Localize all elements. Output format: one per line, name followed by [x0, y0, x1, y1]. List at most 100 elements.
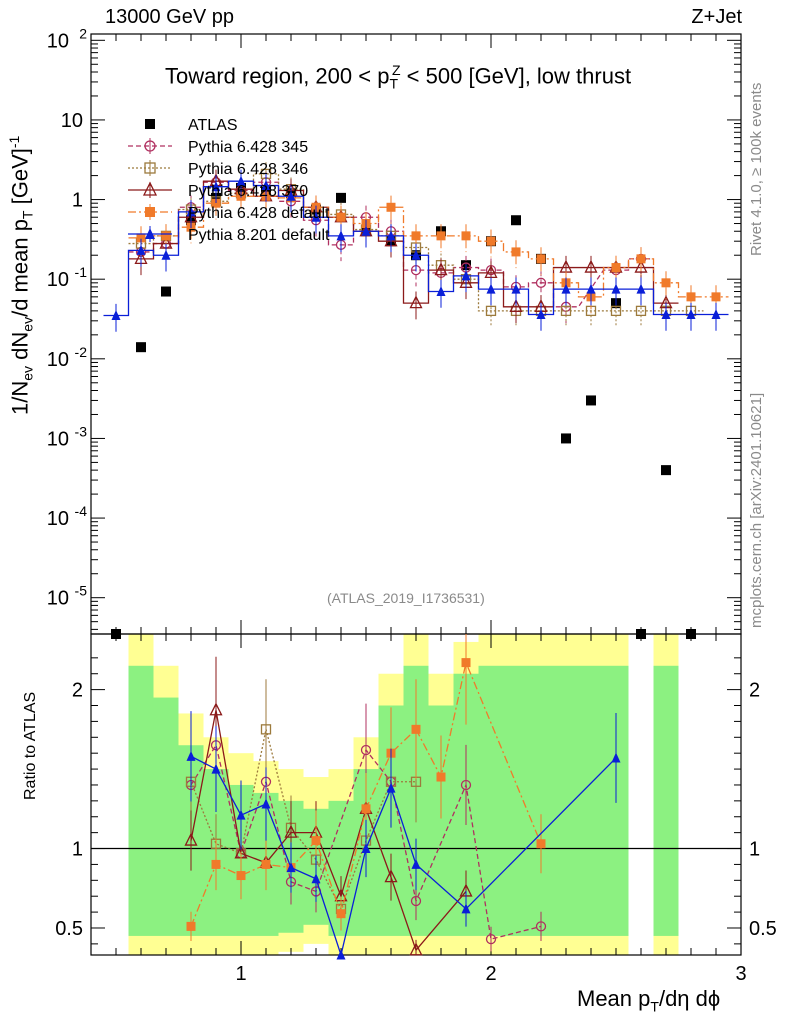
ratio-y-tick-label-right: 2 — [749, 680, 760, 702]
data-point-pythia-6-428-370 — [434, 262, 448, 276]
energy-label: 13000 GeV pp — [105, 6, 234, 28]
data-point-pythia-8-201-default — [411, 249, 421, 260]
ratio-point-pythia-8-201-default — [411, 858, 421, 869]
ratio-y-tick-label: 0.5 — [55, 918, 83, 940]
ratio-band-green — [653, 665, 679, 936]
data-point-pythia-8-201-default — [511, 283, 521, 294]
data-point-pythia-8-201-default — [461, 270, 471, 281]
data-point-pythia-8-201-default — [311, 211, 321, 222]
ratio-line-pythia-6-428-345 — [190, 743, 542, 940]
ratio-point-pythia-6-428-default — [536, 839, 546, 849]
data-point-atlas — [336, 192, 346, 203]
ratio-point-pythia-6-428-default — [236, 871, 246, 881]
ratio-band-green — [578, 665, 604, 936]
data-point-pythia-8-201-default — [686, 309, 696, 320]
data-point-pythia-6-428-default — [161, 231, 171, 241]
legend-label: Pythia 6.428 default — [188, 205, 330, 222]
data-point-atlas — [561, 433, 571, 444]
data-point-pythia-6-428-default — [436, 231, 446, 241]
data-point-pythia-8-201-default — [611, 283, 621, 294]
legend-label: Pythia 8.201 default — [188, 227, 330, 244]
ratio-band-green — [153, 697, 179, 936]
ratio-point-pythia-6-428-346 — [260, 724, 272, 735]
ratio-y-tick-label: 1 — [72, 839, 83, 861]
ratio-point-pythia-8-201-default — [211, 763, 221, 774]
data-point-atlas — [636, 629, 646, 639]
legend-label: Pythia 6.428 370 — [188, 183, 308, 200]
ratio-line-pythia-8-201-default — [190, 755, 617, 958]
ratio-band-green — [528, 665, 554, 936]
ratio-y-tick-label: 2 — [72, 680, 83, 702]
series-line-pythia-8-201-default — [103, 180, 729, 317]
data-point-atlas — [111, 629, 121, 639]
y-tick-label-exponent: -5 — [75, 583, 88, 599]
y-tick-label-exponent: -2 — [75, 344, 88, 360]
ratio-point-pythia-6-428-370 — [209, 702, 223, 716]
y-tick-label-exponent: -4 — [75, 503, 88, 519]
data-point-pythia-6-428-default — [136, 233, 146, 243]
data-point-pythia-8-201-default — [286, 190, 296, 201]
legend-label: Pythia 6.428 345 — [188, 139, 308, 156]
y-tick-label: 10 — [47, 588, 69, 610]
ratio-point-pythia-6-428-345 — [485, 933, 497, 945]
legend-marker — [144, 140, 156, 152]
ratio-point-pythia-6-428-345 — [410, 895, 422, 907]
data-point-pythia-8-201-default — [211, 181, 221, 192]
data-point-pythia-6-428-346 — [485, 305, 497, 317]
data-point-pythia-8-201-default — [386, 230, 396, 241]
ratio-point-pythia-6-428-default — [186, 921, 196, 931]
data-point-pythia-8-201-default — [161, 249, 171, 260]
ratio-band-green — [478, 665, 504, 936]
ratio-point-pythia-8-201-default — [311, 873, 321, 884]
ratio-point-pythia-6-428-370 — [284, 824, 298, 838]
data-point-pythia-8-201-default — [436, 286, 446, 297]
data-point-pythia-8-201-default — [536, 309, 546, 320]
data-point-pythia-6-428-default — [211, 198, 221, 208]
data-point-pythia-6-428-default — [611, 263, 621, 273]
chart-title: Toward region, 200 < pTZ < 500 [GeV], lo… — [165, 62, 632, 92]
ratio-point-pythia-6-428-370 — [409, 942, 423, 956]
y-tick-label: 10 — [47, 349, 69, 371]
ratio-point-pythia-6-428-345 — [460, 779, 472, 791]
y-tick-label: 10 — [47, 428, 69, 450]
mcplots-label: mcplots.cern.ch [arXiv:2401.10621] — [748, 392, 765, 628]
data-point-pythia-8-201-default — [586, 283, 596, 294]
x-axis-label: Mean pT/dη dϕ — [577, 986, 721, 1015]
y-tick-label-exponent: -1 — [75, 264, 88, 280]
y-tick-label: 10 — [47, 269, 69, 291]
data-point-pythia-6-428-default — [386, 202, 396, 212]
ratio-band-green — [128, 665, 154, 936]
ratio-point-pythia-6-428-default — [411, 724, 421, 734]
data-point-pythia-8-201-default — [636, 283, 646, 294]
legend-marker — [144, 162, 156, 174]
ratio-point-pythia-8-201-default — [461, 903, 471, 914]
legend-label: ATLAS — [188, 117, 238, 134]
ratio-line-pythia-6-428-346 — [190, 729, 416, 911]
ratio-axis-label: Ratio to ATLAS — [22, 691, 39, 800]
y-axis-label: 1/Nev dNev/d mean pT [GeV]-1 — [6, 135, 36, 415]
ratio-point-pythia-8-201-default — [336, 949, 346, 960]
data-point-pythia-8-201-default — [561, 283, 571, 294]
legend-marker — [145, 228, 155, 239]
data-point-atlas — [511, 215, 521, 226]
ratio-point-pythia-8-201-default — [286, 862, 296, 873]
y-tick-label: 10 — [47, 30, 69, 52]
ratio-y-tick-label-right: 0.5 — [749, 918, 777, 940]
data-point-atlas — [586, 395, 596, 406]
data-point-pythia-8-201-default — [661, 309, 671, 320]
data-point-pythia-6-428-345 — [535, 277, 547, 288]
ratio-point-pythia-6-428-345 — [535, 921, 547, 932]
ratio-point-pythia-6-428-default — [261, 859, 271, 869]
x-tick-label: 1 — [235, 963, 246, 985]
data-point-pythia-6-428-346 — [610, 305, 622, 317]
data-point-pythia-6-428-default — [686, 292, 696, 302]
x-tick-label: 3 — [735, 963, 746, 985]
legend-label: Pythia 6.428 346 — [188, 161, 308, 178]
ratio-point-pythia-6-428-370 — [184, 832, 198, 846]
data-point-pythia-8-201-default — [361, 225, 371, 236]
data-point-pythia-6-428-346 — [635, 305, 647, 317]
data-point-pythia-6-428-default — [411, 231, 421, 241]
data-point-pythia-8-201-default — [261, 180, 271, 191]
ratio-point-pythia-8-201-default — [386, 782, 396, 793]
ratio-point-pythia-6-428-default — [336, 909, 346, 919]
